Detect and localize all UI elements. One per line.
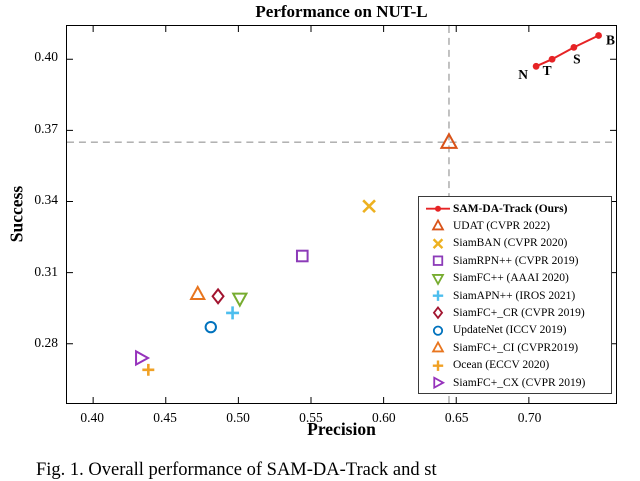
svg-text:S: S xyxy=(573,51,580,66)
y-tick-label: 0.37 xyxy=(34,120,58,136)
legend-item: SiamFC++ (AAAI 2020) xyxy=(423,270,609,287)
x-tick-label: 0.40 xyxy=(80,410,105,425)
legend-item: UDAT (CVPR 2022) xyxy=(423,217,609,234)
legend-label: SiamAPN++ (IROS 2021) xyxy=(453,289,576,302)
legend-label: SiamFC+_CR (CVPR 2019) xyxy=(453,307,585,320)
x-tick-label: 0.70 xyxy=(517,410,542,425)
legend-marker-icon xyxy=(431,219,445,231)
x-tick-label: 0.50 xyxy=(226,410,250,425)
svg-text:T: T xyxy=(543,63,552,78)
legend-marker-icon xyxy=(431,340,445,353)
figure-caption: Fig. 1. Overall performance of SAM-DA-Tr… xyxy=(36,460,437,480)
legend-marker-icon xyxy=(433,376,446,390)
legend-item: SAM-DA-Track (Ours) xyxy=(423,200,609,217)
legend-label: SiamFC+_CX (CVPR 2019) xyxy=(453,376,586,389)
legend-item: SiamRPN++ (CVPR 2019) xyxy=(423,252,609,269)
x-axis-label: Precision xyxy=(307,419,376,439)
legend-item: SiamFC+_CR (CVPR 2019) xyxy=(423,304,609,321)
plot-canvas: N T S B xyxy=(67,26,616,403)
y-tick-label: 0.34 xyxy=(34,192,58,208)
legend-label: UpdateNet (ICCV 2019) xyxy=(453,324,567,337)
y-tick-label: 0.40 xyxy=(34,49,58,65)
y-tick-label: 0.31 xyxy=(34,263,58,279)
legend-item: SiamBAN (CVPR 2020) xyxy=(423,235,609,252)
legend-marker-icon xyxy=(432,306,444,320)
svg-text:N: N xyxy=(518,67,528,82)
y-tick-label: 0.28 xyxy=(34,335,58,351)
legend: SAM-DA-Track (Ours) UDAT (CVPR 2022) SiamB… xyxy=(418,196,612,395)
legend-marker-icon xyxy=(431,273,445,286)
x-tick-label: 0.55 xyxy=(299,410,323,425)
legend-label: SiamBAN (CVPR 2020) xyxy=(453,237,568,250)
x-tick-label: 0.65 xyxy=(444,410,469,425)
legend-item: UpdateNet (ICCV 2019) xyxy=(423,322,609,339)
legend-label: SiamFC+_CI (CVPR2019) xyxy=(453,341,579,354)
legend-label: Ocean (ECCV 2020) xyxy=(453,359,550,372)
legend-marker-icon xyxy=(432,360,444,371)
legend-item: SiamAPN++ (IROS 2021) xyxy=(423,287,609,304)
legend-marker-icon xyxy=(432,238,444,249)
x-tick-label: 0.60 xyxy=(371,410,396,425)
svg-text:B: B xyxy=(606,32,615,47)
legend-label: SiamRPN++ (CVPR 2019) xyxy=(453,254,579,267)
legend-label: UDAT (CVPR 2022) xyxy=(453,220,550,233)
legend-item: Ocean (ECCV 2020) xyxy=(423,357,609,374)
chart-title: Performance on NUT-L xyxy=(255,2,428,21)
legend-item: SiamFC+_CI (CVPR2019) xyxy=(423,339,609,356)
legend-label: SiamFC++ (AAAI 2020) xyxy=(453,272,569,285)
x-tick-label: 0.45 xyxy=(153,410,177,425)
legend-item: SiamFC+_CX (CVPR 2019) xyxy=(423,374,609,391)
legend-label: SAM-DA-Track (Ours) xyxy=(453,202,568,215)
legend-marker-icon xyxy=(432,290,444,301)
legend-marker-icon xyxy=(432,325,444,336)
legend-marker-icon xyxy=(426,205,450,212)
legend-marker-icon xyxy=(432,255,444,267)
